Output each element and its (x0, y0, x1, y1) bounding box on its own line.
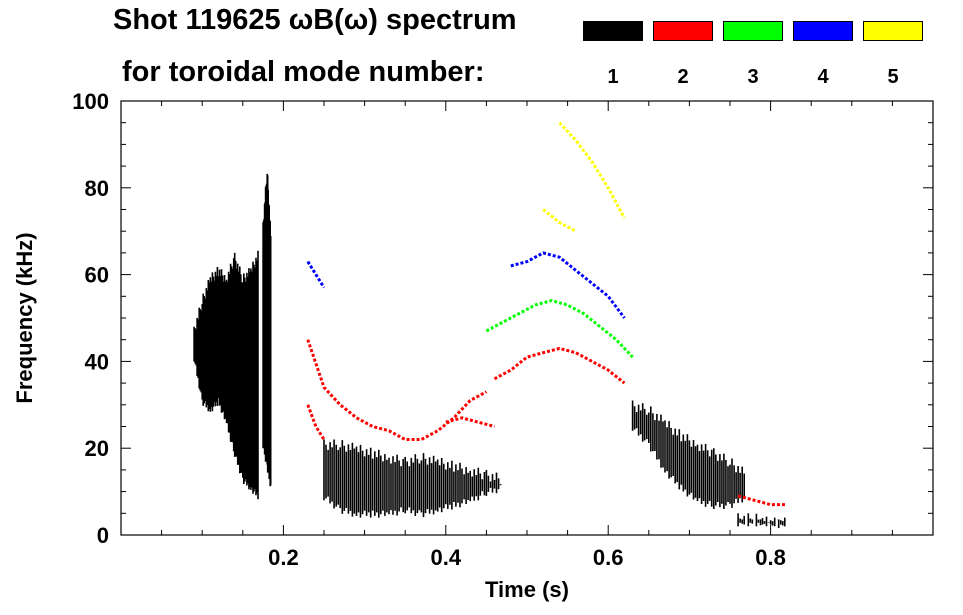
data-layer (193, 121, 787, 529)
series-mode-2 (306, 339, 787, 507)
legend-swatch-mode-4 (793, 21, 853, 41)
chart-title-line-1: Shot 119625 ωB(ω) spectrum (113, 4, 517, 36)
legend-swatch-mode-2 (653, 21, 713, 41)
x-axis-label: Time (s) (485, 577, 569, 602)
x-tick-label: 0.6 (593, 545, 624, 570)
legend-label-mode-1: 1 (607, 66, 619, 88)
series-mode-3-segment-0 (485, 299, 634, 359)
y-tick-label: 0 (97, 523, 109, 548)
series-mode-2-segment-1 (493, 346, 626, 385)
series-mode-2-segment-4 (737, 494, 787, 507)
y-tick-label: 60 (85, 263, 109, 288)
series-mode-4-segment-0 (510, 251, 626, 319)
chart-title-line-2: for toroidal mode number: (122, 56, 485, 88)
y-tick-label: 20 (85, 436, 109, 461)
legend-label-mode-4: 4 (817, 66, 829, 88)
series-mode-3 (485, 299, 634, 359)
y-tick-label: 40 (85, 349, 109, 374)
legend-swatch-mode-1 (583, 21, 643, 41)
y-tick-label: 80 (85, 176, 109, 201)
x-tick-label: 0.4 (431, 545, 462, 570)
legend-swatch-mode-5 (863, 21, 923, 41)
series-mode-1 (193, 173, 786, 529)
series-mode-5 (542, 121, 626, 233)
x-tick-label: 0.2 (268, 545, 299, 570)
series-mode-5-segment-0 (558, 121, 626, 219)
series-mode-2-segment-2 (445, 416, 495, 428)
series-mode-5-segment-1 (542, 208, 577, 233)
y-axis-label: Frequency (kHz) (12, 232, 37, 403)
y-tick-label: 100 (72, 89, 109, 114)
series-mode-2-segment-3 (306, 404, 326, 441)
axis-layer: 0 20 40 60 80 100 0.2 0.4 0.6 0.8 (72, 89, 933, 570)
legend-swatch-mode-3 (723, 21, 783, 41)
legend-label-mode-2: 2 (677, 66, 689, 88)
legend-label-mode-3: 3 (747, 66, 759, 88)
legend-label-mode-5: 5 (887, 66, 899, 88)
series-mode-4 (306, 251, 626, 319)
x-tick-label: 0.8 (755, 545, 786, 570)
series-mode-4-segment-1 (306, 260, 326, 289)
series-mode-2-segment-0 (306, 339, 488, 441)
